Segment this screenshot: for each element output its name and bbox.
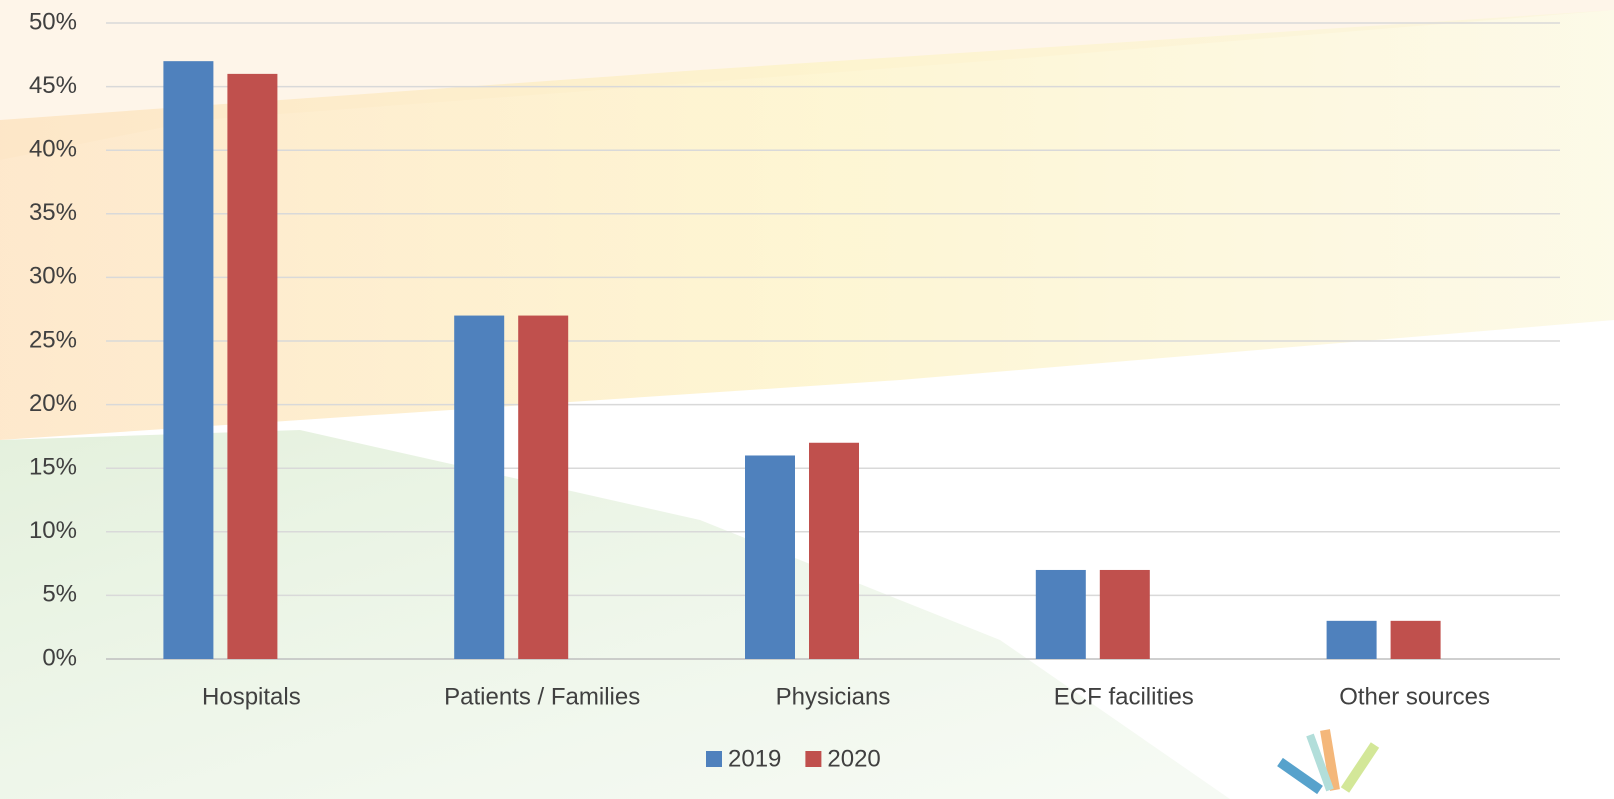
y-tick-label: 50% — [29, 8, 77, 35]
legend-label: 2019 — [728, 745, 781, 772]
y-tick-label: 0% — [42, 644, 77, 671]
y-tick-label: 15% — [29, 454, 77, 481]
x-tick-label: Other sources — [1339, 683, 1490, 710]
bar — [1390, 620, 1441, 659]
y-tick-label: 35% — [29, 199, 77, 226]
bar — [1326, 620, 1377, 659]
bar — [1035, 569, 1086, 659]
bar — [809, 442, 859, 659]
bar — [518, 315, 569, 659]
bar — [745, 455, 795, 659]
y-tick-label: 45% — [29, 72, 77, 99]
legend-swatch — [706, 751, 722, 767]
x-tick-label: Physicians — [776, 683, 891, 710]
legend: 2019 2020 — [706, 745, 881, 772]
x-tick-label: Patients / Families — [444, 683, 640, 710]
bar — [454, 315, 505, 659]
logo — [1277, 729, 1380, 795]
legend-label: 2020 — [827, 745, 880, 772]
y-tick-label: 30% — [29, 263, 77, 290]
plot-area: 0% 5% 10% 15% 20% 25% 30% 35% 40% 45% 50% Hospitals… — [29, 8, 1560, 772]
y-tick-label: 5% — [42, 581, 77, 608]
y-tick-label: 20% — [29, 390, 77, 417]
x-tick-label: ECF facilities — [1054, 683, 1194, 710]
bar — [163, 61, 214, 660]
bar — [1099, 569, 1150, 659]
y-tick-label: 25% — [29, 326, 77, 353]
y-tick-label: 10% — [29, 517, 77, 544]
bar — [227, 73, 278, 659]
legend-swatch — [805, 751, 822, 767]
x-tick-label: Hospitals — [202, 683, 301, 710]
y-tick-label: 40% — [29, 136, 77, 163]
